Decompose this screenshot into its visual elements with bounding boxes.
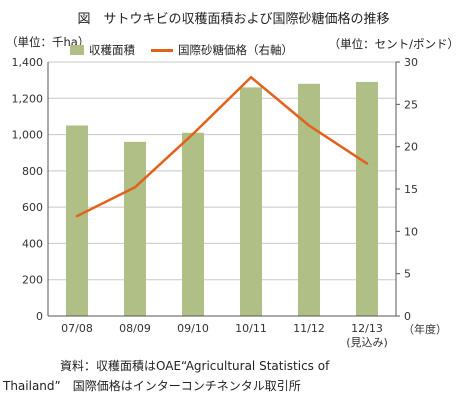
y-right-tick-label: 20: [404, 141, 418, 154]
y-left-tick-label: 1,000: [12, 129, 44, 142]
legend-label-line: 国際砂糖価格（右軸）: [178, 43, 293, 57]
bar: [240, 87, 262, 317]
y-right-tick-label: 30: [404, 56, 418, 69]
right-axis-unit: （単位：セント/ポンド）: [328, 37, 459, 51]
bar: [124, 141, 146, 316]
y-right-tick-label: 10: [404, 225, 418, 238]
x-tick-label: 08/09: [119, 322, 151, 335]
y-left-tick-label: 1,200: [12, 92, 44, 105]
line-point: [307, 124, 311, 127]
bar: [298, 83, 320, 317]
legend-label-bar: 収穫面積: [89, 43, 135, 57]
x-tick-label: 10/11: [235, 322, 267, 335]
y-right-tick-label: 15: [404, 183, 418, 196]
y-left-tick-label: 1,400: [12, 56, 44, 69]
x-tick-label: 11/12: [293, 322, 325, 335]
source-line-2: Thailand” 国際価格はインターコンチネンタル取引所: [3, 379, 301, 393]
line-point: [249, 76, 253, 79]
line-point: [75, 214, 79, 218]
chart-title: 図 サトウキビの収穫面積および国際砂糖価格の推移: [77, 12, 390, 27]
x-tick-label: 12/13: [351, 322, 383, 335]
x-axis-unit: （年度）: [403, 322, 447, 336]
line-series: [76, 75, 368, 218]
legend: 収穫面積 国際砂糖価格（右軸）: [70, 42, 309, 58]
y-right-tick-label: 0: [404, 310, 411, 323]
y-right-tick-label: 25: [404, 98, 418, 111]
bar: [66, 125, 88, 316]
bar: [182, 132, 204, 316]
line-point: [365, 162, 369, 165]
y-left-tick-label: 0: [36, 310, 43, 323]
y-left-tick-label: 800: [22, 165, 43, 178]
x-tick-label: 07/08: [61, 322, 93, 335]
source-line-1: 資料：収穫面積はOAE“Agricultural Statistics of: [60, 359, 330, 373]
line-point: [133, 186, 137, 189]
left-axis-unit: （単位：千ha）: [6, 35, 90, 49]
line-point: [191, 132, 195, 136]
source-note: 資料：収穫面積はOAE“Agricultural Statistics of T…: [3, 356, 330, 396]
legend-item-line: 国際砂糖価格（右軸）: [151, 42, 293, 58]
bar: [356, 81, 378, 316]
x-tick-label: 09/10: [177, 322, 209, 335]
x-tick-sublabel: (見込み): [346, 336, 388, 349]
legend-swatch-bar: [70, 45, 84, 55]
y-left-tick-label: 200: [22, 274, 43, 287]
y-left-tick-label: 400: [22, 237, 43, 250]
y-left-tick-label: 600: [22, 201, 43, 214]
legend-swatch-line: [151, 48, 173, 52]
legend-item-bar: 収穫面積: [70, 42, 135, 58]
y-right-tick-label: 5: [404, 268, 411, 281]
